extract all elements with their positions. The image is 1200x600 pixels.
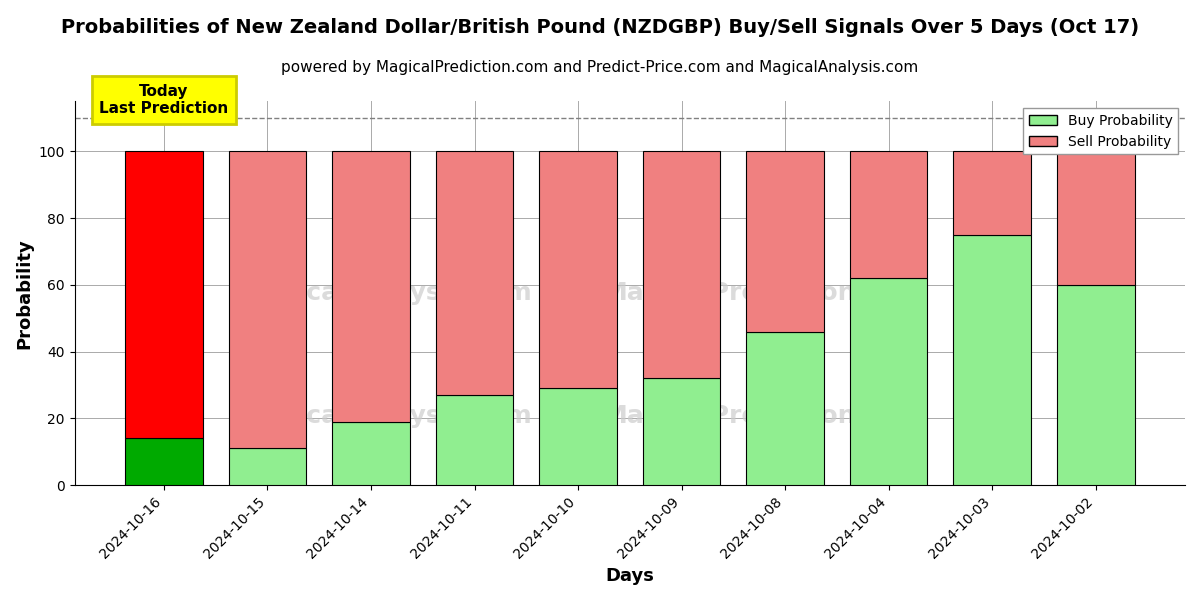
Bar	[332, 422, 410, 485]
Bar	[436, 151, 514, 395]
Bar	[643, 379, 720, 485]
Bar	[125, 151, 203, 439]
Legend: Buy Probability, Sell Probability: Buy Probability, Sell Probability	[1024, 108, 1178, 154]
Bar	[436, 395, 514, 485]
Text: MagicalAnalysis.com: MagicalAnalysis.com	[239, 404, 533, 428]
Bar	[229, 151, 306, 448]
X-axis label: Days: Days	[605, 567, 654, 585]
Y-axis label: Probability: Probability	[16, 238, 34, 349]
Bar	[850, 151, 928, 278]
Bar	[746, 332, 824, 485]
Bar	[539, 151, 617, 388]
Bar	[1057, 151, 1134, 285]
Bar	[850, 278, 928, 485]
Text: powered by MagicalPrediction.com and Predict-Price.com and MagicalAnalysis.com: powered by MagicalPrediction.com and Pre…	[281, 60, 919, 75]
Text: Probabilities of New Zealand Dollar/British Pound (NZDGBP) Buy/Sell Signals Over: Probabilities of New Zealand Dollar/Brit…	[61, 18, 1139, 37]
Bar	[1057, 285, 1134, 485]
Bar	[746, 151, 824, 332]
Text: MagicalAnalysis.com: MagicalAnalysis.com	[239, 281, 533, 305]
Bar	[539, 388, 617, 485]
Bar	[332, 151, 410, 422]
Text: Today
Last Prediction: Today Last Prediction	[100, 84, 228, 116]
Bar	[953, 235, 1031, 485]
Bar	[643, 151, 720, 379]
Text: MagicalPrediction.com: MagicalPrediction.com	[602, 404, 924, 428]
Bar	[229, 448, 306, 485]
Bar	[953, 151, 1031, 235]
Text: MagicalPrediction.com: MagicalPrediction.com	[602, 281, 924, 305]
Bar	[125, 439, 203, 485]
